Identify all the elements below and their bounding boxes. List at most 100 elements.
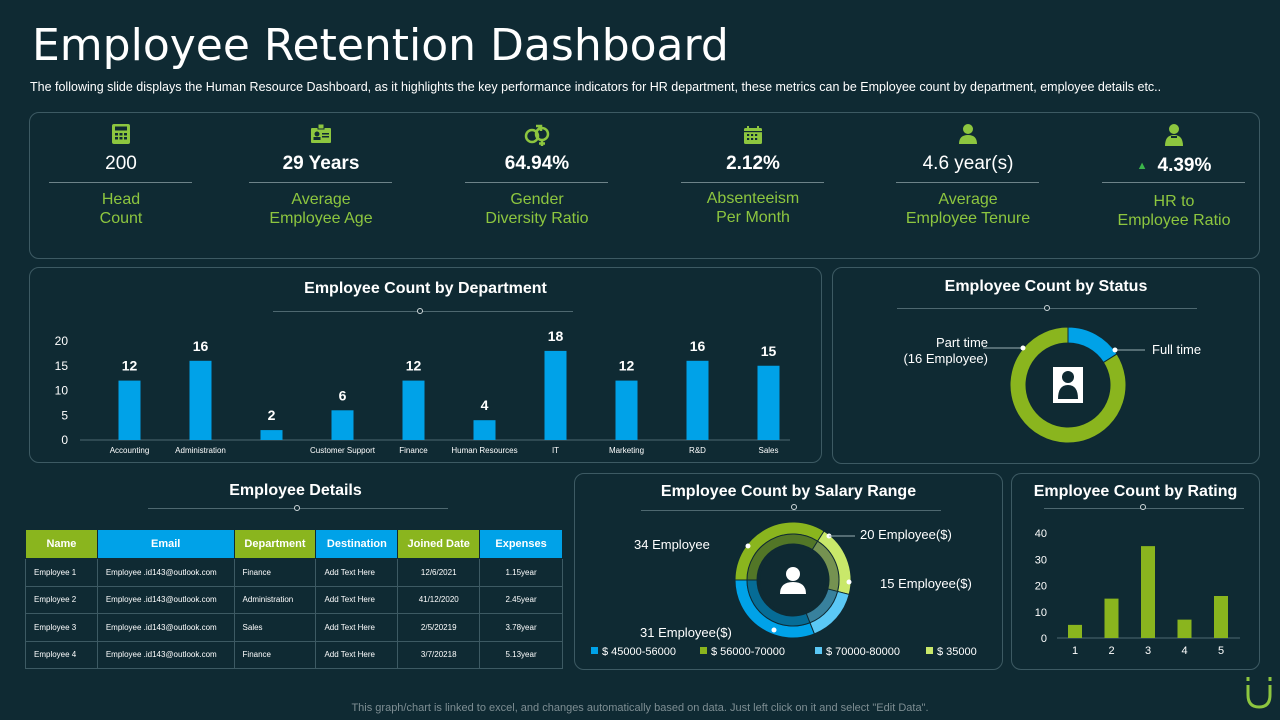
bar	[1214, 596, 1228, 638]
label-full-time: Full time	[1152, 342, 1202, 357]
table-cell: Add Text Here	[315, 640, 399, 669]
kpi-value: 64.94%	[504, 153, 570, 174]
divider	[465, 182, 608, 183]
kpi-average-tenure: 4.6 year(s) Average Employee Tenure	[893, 113, 1043, 253]
column-header: Department	[233, 529, 317, 559]
bar	[402, 380, 425, 440]
table-cell: 41/12/2020	[397, 585, 481, 614]
table-cell: 3/7/20218	[397, 640, 481, 669]
y-tick-label: 10	[1035, 607, 1047, 619]
y-tick-label: 0	[1041, 633, 1047, 645]
title-dot	[294, 505, 300, 511]
leader-dot	[745, 543, 751, 549]
chart-title: Employee Count by Department	[304, 280, 547, 297]
id-badge-icon	[246, 123, 396, 149]
bar	[473, 420, 496, 440]
table-row: Employee 4 Employee .id143@outlook.com F…	[25, 640, 563, 669]
y-tick-label: 0	[61, 433, 68, 447]
table-cell: Employee 4	[25, 640, 98, 669]
bar	[757, 365, 780, 440]
table-cell: Employee .id143@outlook.com	[96, 613, 235, 642]
person-icon	[786, 567, 800, 581]
kpi-label: Gender Diversity Ratio	[485, 191, 589, 227]
kpi-label: HR to Employee Ratio	[1117, 193, 1231, 229]
table-cell: Employee 3	[25, 613, 98, 642]
bar	[260, 430, 283, 440]
legend-label: $ 35000	[937, 646, 977, 658]
x-tick-label: Finance	[399, 446, 428, 455]
bar	[189, 360, 212, 440]
data-label: 12	[406, 358, 422, 374]
legend-label: $ 45000-56000	[602, 646, 676, 658]
legend-swatch	[926, 647, 933, 654]
kpi-head-count: 200 Head Count	[46, 113, 196, 253]
table-cell: 1.15year	[479, 558, 563, 587]
y-tick-label: 5	[61, 408, 68, 422]
title-dot	[791, 504, 797, 510]
table-row: Employee 2 Employee .id143@outlook.com A…	[25, 585, 563, 614]
bar	[1177, 619, 1192, 638]
status-donut-chart	[983, 326, 1145, 444]
kpi-value: ▲ 4.39%	[1136, 155, 1212, 176]
salary-donut-chart: $ 45000-56000 $ 56000-70000 $ 70000-80000 $…	[591, 521, 977, 658]
leader-dot	[1112, 347, 1118, 353]
chart-title: Employee Count by Status	[944, 278, 1148, 295]
data-label: 4	[481, 397, 489, 413]
leader-dot	[771, 627, 777, 633]
bar	[118, 380, 141, 440]
data-label: 6	[339, 387, 347, 403]
data-label: 16	[690, 338, 706, 354]
rating-bar-chart: 0 10 20 30 40 1 2 3 4 5	[1035, 528, 1240, 657]
kpi-value: 4.6 year(s)	[922, 153, 1014, 174]
divider	[896, 182, 1039, 183]
legend-swatch	[591, 647, 598, 654]
bar	[615, 380, 638, 440]
legend-label: $ 70000-80000	[826, 646, 900, 658]
table-cell: 2.45year	[479, 585, 563, 614]
table-cell: Add Text Here	[315, 613, 399, 642]
table-cell: Sales	[233, 613, 317, 642]
kpi-average-age: 29 Years Average Employee Age	[246, 113, 396, 253]
divider	[681, 182, 824, 183]
column-header: Joined Date	[397, 529, 481, 559]
kpi-value: 2.12%	[726, 153, 780, 174]
gender-icon	[462, 123, 612, 149]
rating-chart-panel: Employee Count by Rating 0 10 20 30 40 1 2 3 4 5	[1011, 473, 1260, 670]
salary-label: 34 Employee	[634, 537, 710, 552]
table-cell: Finance	[233, 640, 317, 669]
kpi-label: Head Count	[99, 191, 143, 227]
title-dot	[1140, 504, 1146, 510]
data-label: 18	[548, 328, 564, 344]
table-cell: 12/6/2021	[397, 558, 481, 587]
details-title: Employee Details	[229, 482, 362, 499]
divider	[49, 182, 192, 183]
data-label: 2	[268, 407, 276, 423]
y-tick-label: 40	[1035, 528, 1047, 540]
x-tick-label: 4	[1181, 645, 1187, 657]
calculator-icon	[46, 123, 196, 149]
bar	[1104, 598, 1119, 638]
triangle-up-icon: ▲	[1136, 160, 1148, 172]
title-dot	[417, 308, 423, 314]
legend-swatch	[700, 647, 707, 654]
column-header: Expenses	[479, 529, 563, 559]
slice-inner	[746, 579, 811, 627]
y-tick-label: 20	[55, 334, 69, 348]
chart-title: Employee Count by Salary Range	[660, 483, 917, 500]
y-tick-label: 10	[55, 384, 69, 398]
x-tick-label: R&D	[689, 446, 706, 455]
leader-dot	[846, 579, 852, 585]
person-icon-body	[1058, 385, 1078, 399]
leader-dot	[1020, 345, 1026, 351]
data-label: 16	[193, 338, 209, 354]
x-tick-label: Human Resources	[451, 446, 517, 455]
x-tick-label: Administration	[175, 446, 226, 455]
legend-label: $ 56000-70000	[711, 646, 785, 658]
kpi-value: 200	[105, 153, 137, 174]
table-cell: Administration	[233, 585, 317, 614]
table-cell: Employee 2	[25, 585, 98, 614]
status-chart-panel: Employee Count by Status Part time (16 Em…	[832, 267, 1260, 464]
bar	[544, 350, 567, 440]
slice	[1067, 326, 1118, 364]
table-cell: Employee 1	[25, 558, 98, 587]
